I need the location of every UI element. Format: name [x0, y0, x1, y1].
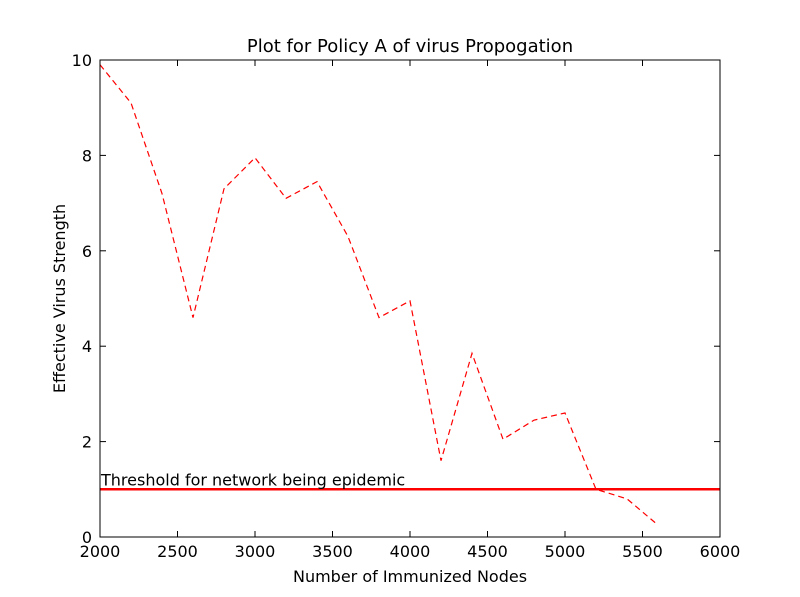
x-tick-label: 4500 [467, 542, 508, 561]
x-tick-label: 3000 [235, 542, 276, 561]
y-tick-label: 8 [82, 146, 92, 165]
x-tick-label: 3500 [312, 542, 353, 561]
y-tick-label: 0 [82, 528, 92, 547]
x-tick-label: 6000 [700, 542, 741, 561]
series-line [99, 64, 659, 526]
x-tick-label: 4000 [390, 542, 431, 561]
y-axis-label: Effective Virus Strength [50, 204, 69, 393]
y-tick-label: 4 [82, 337, 92, 356]
chart-title: Plot for Policy A of virus Propogation [247, 36, 573, 57]
plot-frame [99, 59, 721, 538]
x-tick-label: 2500 [157, 542, 198, 561]
x-tick-label: 5000 [545, 542, 586, 561]
y-tick-label: 10 [72, 51, 92, 70]
x-axis-label: Number of Immunized Nodes [293, 567, 527, 586]
x-tick-label: 5500 [622, 542, 663, 561]
axis-ticks: 2000 2500 3000 3500 4000 4500 5000 5500 6000 0 2 4 6… [72, 51, 741, 561]
y-tick-label: 6 [82, 242, 92, 261]
plot-area [99, 64, 720, 526]
x-tick-label: 2000 [80, 542, 121, 561]
threshold-label: Threshold for network being epidemic [100, 470, 405, 489]
y-tick-label: 2 [82, 433, 92, 452]
